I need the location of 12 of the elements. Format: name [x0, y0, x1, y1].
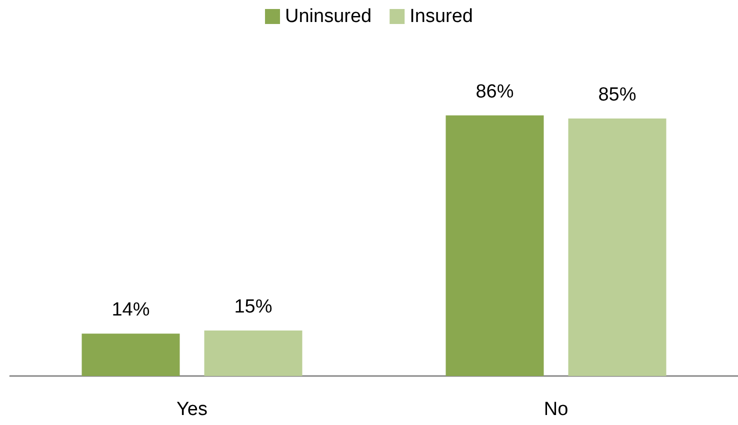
legend-label: Insured: [410, 6, 473, 27]
bar: [568, 118, 666, 376]
data-label: 15%: [234, 296, 272, 318]
x-tick-label: No: [544, 399, 568, 420]
legend-label: Uninsured: [285, 6, 372, 27]
x-tick-label: Yes: [176, 399, 208, 420]
bar: [204, 330, 302, 376]
data-label: 86%: [476, 81, 514, 102]
data-label: 14%: [112, 300, 150, 321]
bar: [82, 334, 180, 376]
data-label: 85%: [598, 84, 636, 106]
bar: [446, 115, 544, 376]
